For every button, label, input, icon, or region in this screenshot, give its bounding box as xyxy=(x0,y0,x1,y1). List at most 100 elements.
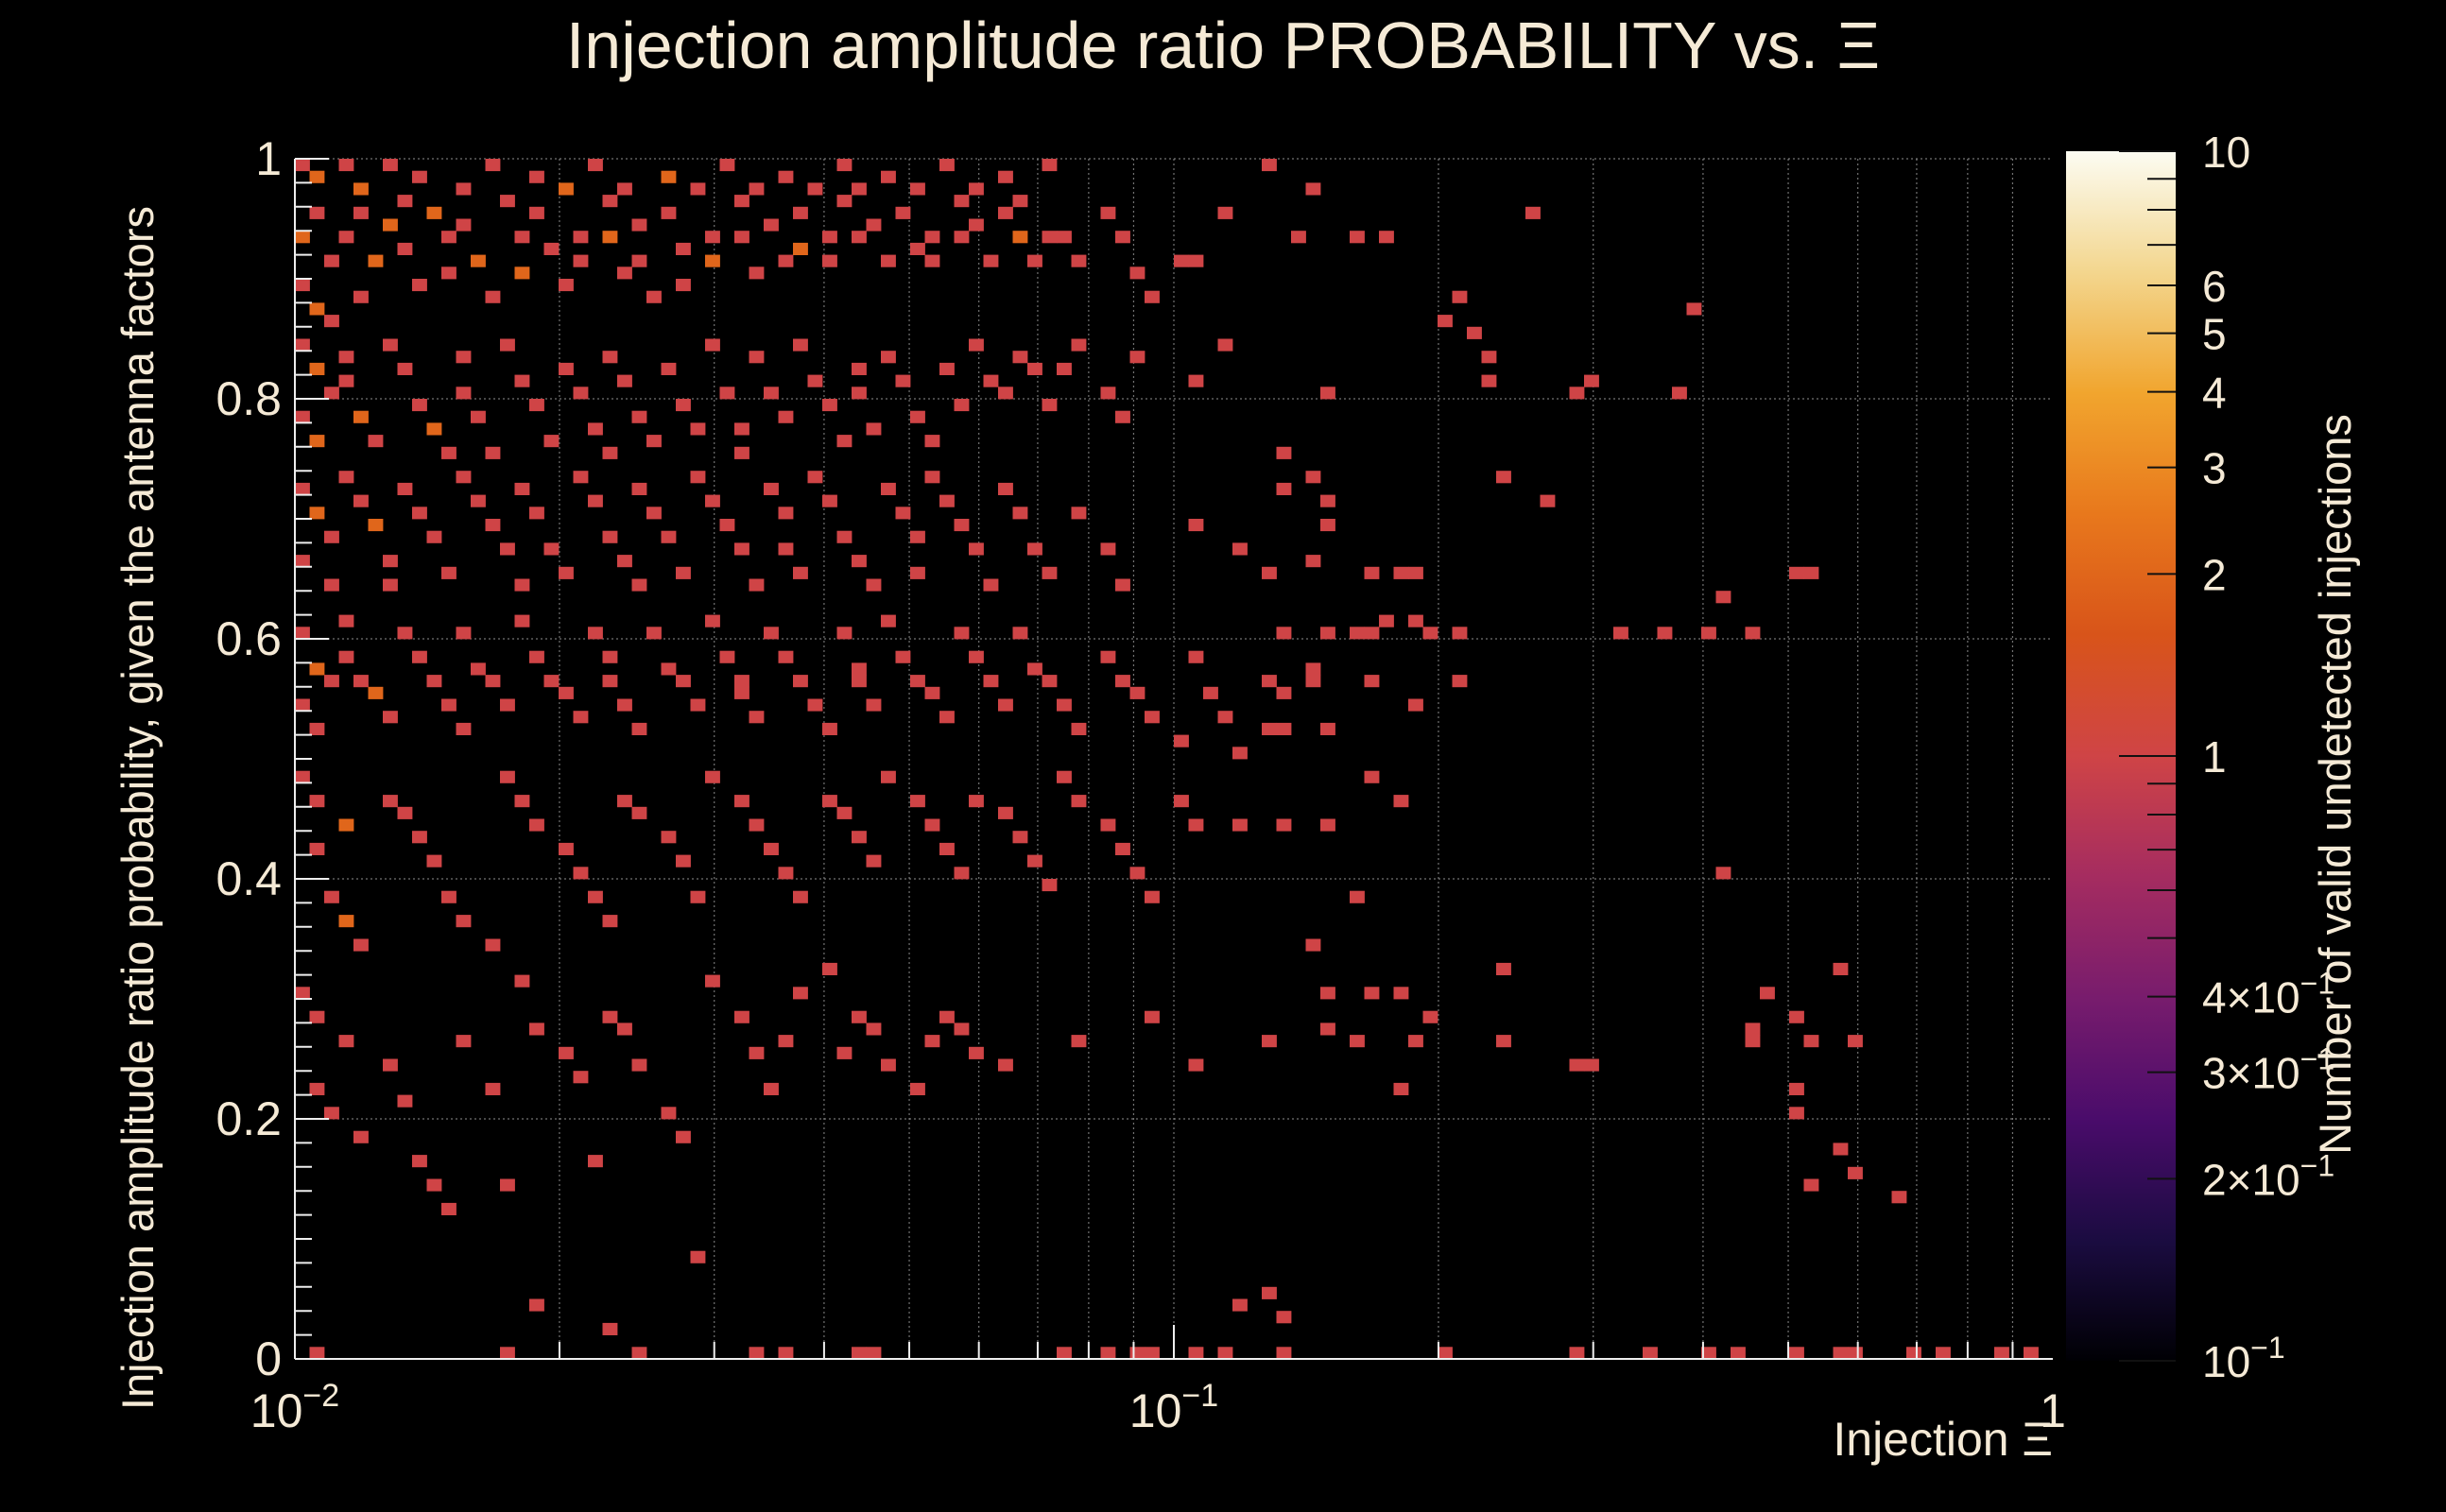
heatmap-cell xyxy=(676,855,691,868)
heatmap-cell xyxy=(822,231,837,243)
heatmap-cell xyxy=(1203,687,1218,699)
heatmap-cell xyxy=(1189,375,1204,387)
heatmap-cell xyxy=(1701,627,1716,639)
heatmap-cell xyxy=(998,807,1013,819)
heatmap-cell xyxy=(603,531,618,543)
heatmap-cell xyxy=(529,399,544,411)
heatmap-cell xyxy=(1613,627,1628,639)
heatmap-cell xyxy=(1320,1022,1335,1035)
heatmap-cell xyxy=(852,1347,867,1359)
heatmap-cell xyxy=(1394,987,1409,999)
heatmap-cell xyxy=(1262,1287,1277,1299)
heatmap-cell xyxy=(1643,1347,1658,1359)
heatmap-cell xyxy=(456,471,472,483)
heatmap-cell xyxy=(324,255,339,267)
heatmap-cell xyxy=(779,1035,794,1047)
heatmap-cell xyxy=(925,819,940,832)
heatmap-cell xyxy=(2024,1347,2039,1359)
heatmap-cell xyxy=(515,795,530,807)
heatmap-cell xyxy=(808,699,823,712)
heatmap-cell xyxy=(1262,723,1277,735)
heatmap-cell xyxy=(383,555,398,567)
heatmap-cell xyxy=(1072,507,1087,519)
heatmap-cell xyxy=(295,159,310,171)
heatmap-cell xyxy=(822,963,837,975)
heatmap-cell xyxy=(1218,207,1233,219)
heatmap-cell xyxy=(1277,627,1292,639)
heatmap-cell xyxy=(398,627,413,639)
heatmap-cell xyxy=(881,615,896,627)
heatmap-cell xyxy=(852,363,867,375)
heatmap-cell xyxy=(925,687,940,699)
heatmap-cell xyxy=(398,1095,413,1108)
heatmap-cell xyxy=(1320,819,1335,832)
heatmap-cell xyxy=(881,171,896,183)
heatmap-cell xyxy=(603,651,618,663)
heatmap-cell xyxy=(1423,1011,1438,1023)
heatmap-cell xyxy=(896,651,911,663)
heatmap-cell xyxy=(339,651,354,663)
heatmap-cell xyxy=(1496,471,1511,483)
heatmap-cell xyxy=(1584,375,1599,387)
heatmap-cell xyxy=(1262,675,1277,687)
heatmap-cell xyxy=(1277,483,1292,495)
heatmap-cell xyxy=(837,531,853,543)
heatmap-cell xyxy=(1804,1179,1819,1192)
heatmap-cell xyxy=(867,579,882,592)
heatmap-cell xyxy=(1145,1011,1160,1023)
heatmap-cell xyxy=(588,495,603,507)
heatmap-cell xyxy=(1936,1347,1951,1359)
heatmap-cell xyxy=(603,1323,618,1335)
heatmap-cell xyxy=(734,231,749,243)
heatmap-cell xyxy=(500,771,515,783)
heatmap-cell xyxy=(969,542,984,555)
heatmap-cell xyxy=(412,507,427,519)
heatmap-cell xyxy=(925,471,940,483)
heatmap-cell xyxy=(749,266,765,279)
heatmap-cell xyxy=(1394,567,1409,579)
heatmap-cell xyxy=(559,182,574,195)
heatmap-cell xyxy=(353,207,369,219)
heatmap-cell xyxy=(588,891,603,903)
heatmap-cell xyxy=(896,375,911,387)
heatmap-cell xyxy=(939,1011,955,1023)
heatmap-cell xyxy=(779,171,794,183)
heatmap-cell xyxy=(427,675,442,687)
heatmap-cell xyxy=(617,375,632,387)
heatmap-cell xyxy=(720,159,735,171)
heatmap-cell xyxy=(867,219,882,232)
heatmap-cell xyxy=(353,291,369,303)
heatmap-cell xyxy=(1027,363,1042,375)
heatmap-cell xyxy=(1262,1035,1277,1047)
heatmap-cell xyxy=(984,375,999,387)
heatmap-cell xyxy=(559,687,574,699)
heatmap-cell xyxy=(822,255,837,267)
heatmap-cell xyxy=(1013,627,1028,639)
heatmap-cell xyxy=(734,1011,749,1023)
heatmap-cell xyxy=(500,195,515,207)
heatmap-cell xyxy=(1130,1347,1145,1359)
heatmap-cell xyxy=(603,195,618,207)
heatmap-cell xyxy=(295,771,310,783)
heatmap-cell xyxy=(1789,1107,1804,1119)
heatmap-cell xyxy=(310,363,325,375)
heatmap-cell xyxy=(1438,1347,1453,1359)
heatmap-cell xyxy=(662,662,677,675)
heatmap-cell xyxy=(1584,1059,1599,1072)
heatmap-cell xyxy=(383,159,398,171)
heatmap-cell xyxy=(1277,687,1292,699)
heatmap-cell xyxy=(793,243,808,255)
heatmap-cell xyxy=(1320,627,1335,639)
heatmap-cell xyxy=(881,255,896,267)
heatmap-cell xyxy=(1731,1347,1746,1359)
heatmap-cell xyxy=(295,279,310,291)
heatmap-cell xyxy=(603,915,618,927)
heatmap-cell xyxy=(1906,1347,1921,1359)
heatmap-cell xyxy=(705,615,720,627)
heatmap-cell xyxy=(822,795,837,807)
heatmap-cell xyxy=(764,627,779,639)
heatmap-cell xyxy=(369,435,384,447)
heatmap-cell xyxy=(822,399,837,411)
heatmap-cell xyxy=(412,399,427,411)
heatmap-cell xyxy=(515,975,530,988)
